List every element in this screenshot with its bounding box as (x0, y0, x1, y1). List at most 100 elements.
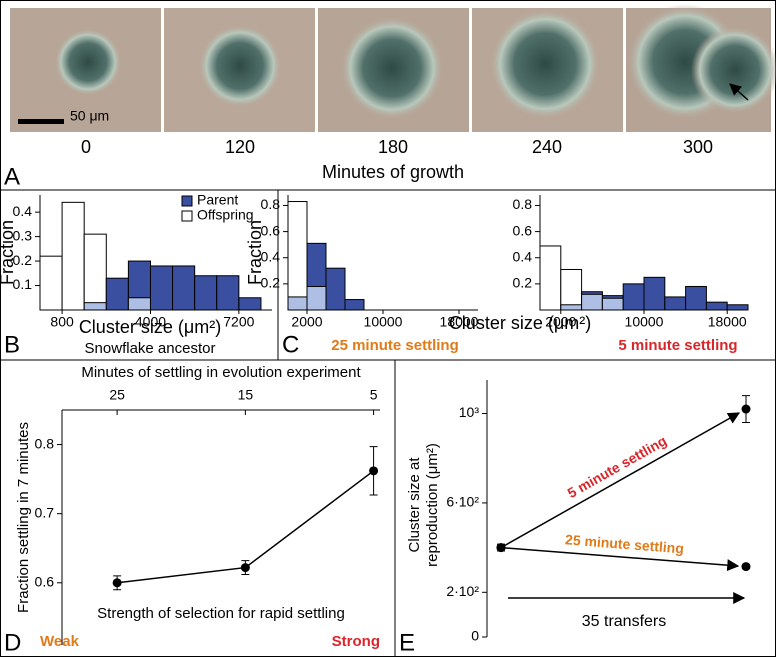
bar (601, 297, 624, 311)
bar (216, 275, 240, 311)
y-tick-label: 0.8 (35, 435, 55, 451)
time-label: 300 (683, 137, 713, 157)
x-tick-label: 15 (238, 387, 254, 403)
bar (83, 233, 107, 311)
pointer-arrow (729, 83, 749, 101)
bar (664, 296, 687, 311)
y-tick-label: 0.1 (13, 276, 33, 292)
series-label: 25 minute settling (565, 531, 685, 556)
legend-label: Offspring (197, 207, 254, 223)
x-tick-label: 25 (109, 387, 125, 403)
cluster (489, 8, 601, 120)
y-tick-label: 0.4 (513, 248, 533, 264)
bar (172, 265, 196, 311)
trend-arrow (500, 412, 741, 549)
y-tick-label: 0.8 (513, 196, 533, 212)
y-tick-label: 0 (471, 628, 479, 644)
y-tick-label: 2·10² (446, 583, 479, 599)
top-axis-label: Minutes of settling in evolution experim… (81, 364, 361, 381)
x-tick-label: 18000 (708, 314, 747, 330)
y-tick-label: 0.6 (513, 222, 533, 238)
time-label: 120 (225, 137, 255, 157)
time-label: 240 (532, 137, 562, 157)
cluster (691, 26, 776, 114)
legend-label: Parent (197, 192, 238, 208)
x-axis-label: Cluster size (μm²) (449, 313, 591, 333)
y-tick-label: 0.4 (261, 248, 281, 264)
bar (560, 268, 583, 311)
time-label: 0 (81, 137, 91, 157)
annotation: Strong (332, 633, 380, 650)
x-tick-label: 800 (50, 314, 74, 330)
y-tick-label: 0.6 (261, 222, 281, 238)
panel-letter: D (4, 629, 21, 656)
point (496, 543, 506, 553)
legend-swatch (181, 210, 193, 222)
x-tick-label: 5 (370, 387, 378, 403)
x-tick-label: 18000 (440, 314, 479, 330)
bar (643, 276, 666, 311)
bar (238, 297, 262, 311)
bar (127, 297, 151, 311)
bar (622, 283, 645, 311)
scale-bar-label: 50 μm (70, 108, 109, 124)
bar (560, 304, 583, 311)
point (741, 562, 751, 572)
bar (581, 293, 603, 311)
y-tick-label: 6·10² (446, 494, 479, 510)
scale-bar (18, 119, 64, 124)
bar (287, 296, 308, 311)
x-tick-label: 2000 (291, 314, 322, 330)
panel-letter: C (282, 331, 299, 358)
bar (306, 285, 327, 311)
point (369, 466, 379, 476)
annotation: Weak (40, 633, 80, 650)
x-tick-label: 4000 (135, 314, 166, 330)
cluster (54, 28, 122, 96)
point (112, 578, 122, 588)
y-tick-label: 0.2 (261, 275, 281, 291)
y-tick-label: 0.7 (35, 504, 55, 520)
point (741, 404, 751, 414)
y-axis-label: Fraction (0, 220, 17, 285)
bar (539, 245, 562, 311)
panel-letter: E (399, 629, 415, 656)
series-label: 5 minute settling (565, 432, 670, 501)
y-axis-label: reproduction (μm²) (424, 443, 441, 567)
bar (149, 265, 174, 311)
x-axis-label: Strength of selection for rapid settling (97, 605, 345, 622)
point (240, 563, 250, 573)
bar (344, 299, 365, 311)
bar (105, 277, 129, 311)
y-tick-label: 0.8 (261, 196, 281, 212)
bar (194, 275, 218, 311)
cluster (340, 16, 444, 120)
y-axis-label: Cluster size at (406, 457, 423, 553)
bar (61, 201, 85, 311)
y-tick-label: 0.2 (13, 252, 33, 268)
x-axis-label: 35 transfers (582, 613, 666, 630)
panel-letter: B (4, 331, 20, 358)
subtitle: 25 minute settling (331, 337, 459, 354)
subtitle: 5 minute settling (618, 337, 737, 354)
y-axis-label: Fraction (245, 220, 265, 285)
y-axis-label: Fraction settling in 7 minutes (15, 422, 32, 613)
trend-arrow (500, 546, 740, 572)
cluster (198, 24, 282, 108)
y-tick-label: 0.4 (13, 203, 33, 219)
bar (705, 301, 728, 311)
x-tick-label: 7200 (223, 314, 254, 330)
y-tick-label: 0.3 (13, 227, 33, 243)
bar (685, 285, 707, 311)
bar (287, 201, 308, 311)
bar (325, 267, 346, 311)
x-axis-label: Cluster size (μm²) (79, 317, 221, 337)
panel-letter: A (4, 163, 20, 190)
bar (726, 304, 749, 311)
y-tick-label: 0.6 (35, 573, 55, 589)
y-tick-label: 0.2 (513, 275, 533, 291)
x-tick-label: 10000 (364, 314, 403, 330)
x-tick-label: 2000 (545, 314, 576, 330)
